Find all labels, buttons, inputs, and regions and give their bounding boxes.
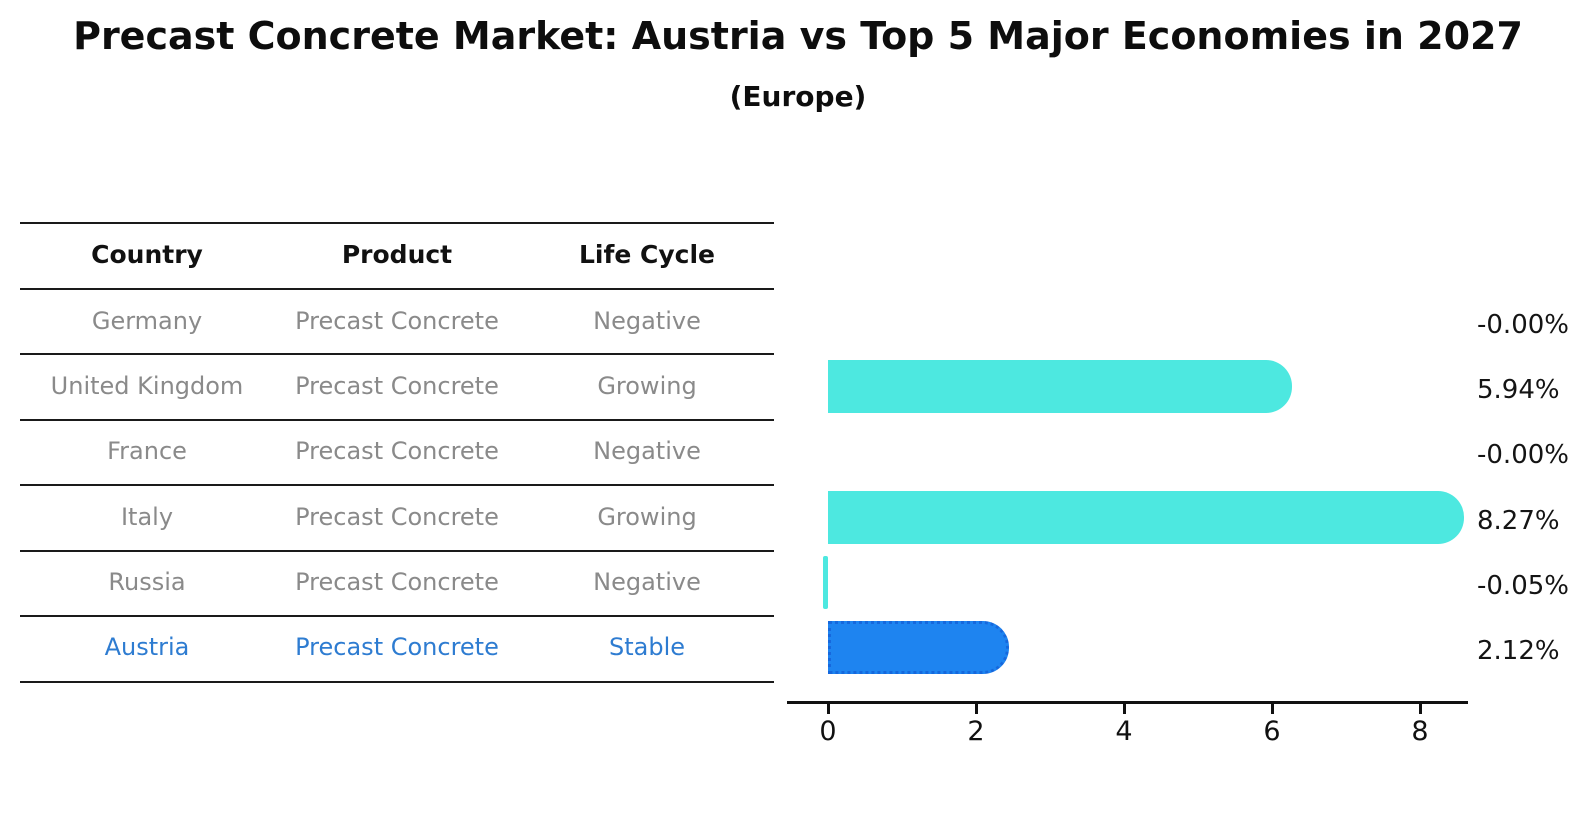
chart-subtitle: (Europe) (729, 80, 867, 113)
table-row-austria: Austria Precast Concrete Stable (20, 632, 774, 662)
table-row-germany: Germany Precast Concrete Negative (20, 306, 774, 336)
life-cycle-cell: Negative (593, 568, 701, 596)
product-cell: Precast Concrete (295, 372, 499, 400)
life-cycle-cell: Stable (608, 633, 686, 661)
table-row-italy: Italy Precast Concrete Growing (20, 502, 774, 532)
life-cycle-cell: Growing (597, 503, 697, 531)
country-cell: Russia (108, 568, 186, 596)
tick-mark (1419, 704, 1422, 714)
tick-label: 4 (1115, 716, 1133, 747)
table-header-product: Product (341, 240, 453, 269)
table-header-row: Country Product Life Cycle (20, 240, 774, 270)
value-label-france: -0.00% (1477, 440, 1569, 470)
table-row-united-kingdom: United Kingdom Precast Concrete Growing (20, 371, 774, 401)
country-cell: Austria (104, 633, 190, 661)
value-label-united-kingdom: 5.94% (1477, 375, 1560, 405)
table-rule (20, 353, 774, 355)
table-header-life-cycle: Life Cycle (578, 240, 716, 269)
value-label-italy: 8.27% (1477, 506, 1560, 536)
tick-label: 8 (1411, 716, 1429, 747)
product-cell: Precast Concrete (295, 633, 499, 661)
bar-austria (828, 621, 1009, 674)
product-cell: Precast Concrete (295, 568, 499, 596)
tick-mark (975, 704, 978, 714)
bar-united-kingdom (828, 360, 1292, 413)
product-cell: Precast Concrete (295, 503, 499, 531)
country-cell: United Kingdom (50, 372, 244, 400)
table-rule (20, 550, 774, 552)
country-cell: France (107, 437, 187, 465)
table-rule (20, 681, 774, 683)
country-cell: Germany (91, 307, 203, 335)
table-rule (20, 419, 774, 421)
bar-italy (828, 491, 1464, 544)
tick-label: 6 (1263, 716, 1281, 747)
table-row-france: France Precast Concrete Negative (20, 436, 774, 466)
life-cycle-cell: Negative (593, 437, 701, 465)
table-rule (20, 288, 774, 290)
tick-label: 2 (967, 716, 985, 747)
chart-title: Precast Concrete Market: Austria vs Top … (73, 14, 1523, 58)
table-rule (20, 222, 774, 224)
life-cycle-cell: Negative (593, 307, 701, 335)
product-cell: Precast Concrete (295, 307, 499, 335)
tick-mark (1123, 704, 1126, 714)
tick-label: 0 (819, 716, 837, 747)
life-cycle-cell: Growing (597, 372, 697, 400)
value-label-germany: -0.00% (1477, 310, 1569, 340)
country-cell: Italy (120, 503, 174, 531)
tick-mark (827, 704, 830, 714)
product-cell: Precast Concrete (295, 437, 499, 465)
x-axis-line (787, 701, 1468, 704)
table-rule (20, 615, 774, 617)
value-label-russia: -0.05% (1477, 571, 1569, 601)
value-label-austria: 2.12% (1477, 636, 1560, 666)
table-rule (20, 484, 774, 486)
bar-russia (823, 556, 828, 609)
table-row-russia: Russia Precast Concrete Negative (20, 567, 774, 597)
table-header-country: Country (91, 240, 203, 269)
tick-mark (1271, 704, 1274, 714)
